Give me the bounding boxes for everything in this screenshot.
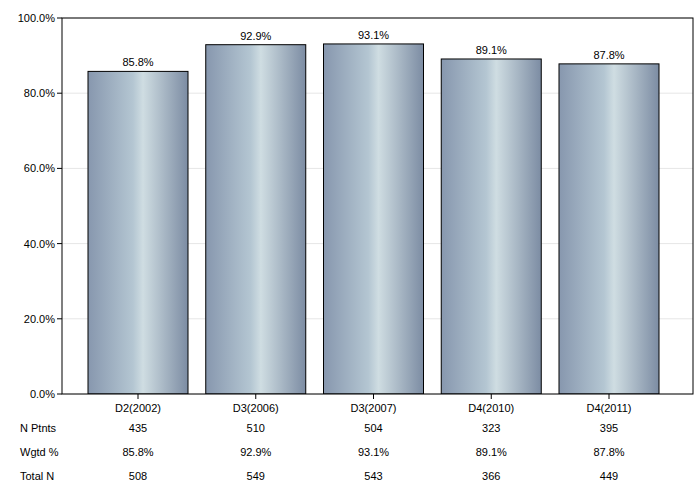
y-tick-label: 100.0% <box>18 12 56 24</box>
table-row-label: Total N <box>20 470 54 482</box>
table-cell: 366 <box>482 470 500 482</box>
x-tick-mark <box>609 394 610 399</box>
bar <box>88 71 188 394</box>
data-label: 87.8% <box>593 49 624 61</box>
table-row-label: N Ptnts <box>20 422 57 434</box>
data-label: 93.1% <box>358 29 389 41</box>
table-cell: 504 <box>364 422 382 434</box>
tick-mark <box>57 243 62 244</box>
x-tick-mark <box>138 394 139 399</box>
x-tick-label: D3(2007) <box>351 402 397 414</box>
table-cell: 89.1% <box>476 446 507 458</box>
table-cell: 85.8% <box>122 446 153 458</box>
table-cell: 87.8% <box>593 446 624 458</box>
bar <box>441 59 541 394</box>
y-tick-label: 60.0% <box>24 162 55 174</box>
x-tick-label: D4(2011) <box>586 402 631 414</box>
table-cell: 435 <box>129 422 147 434</box>
x-tick-label: D2(2002) <box>115 402 161 414</box>
data-label: 89.1% <box>476 44 507 56</box>
bar <box>559 64 659 394</box>
data-label: 85.8% <box>122 56 153 68</box>
x-tick-mark <box>491 394 492 399</box>
tick-mark <box>57 318 62 319</box>
tick-mark <box>57 394 62 395</box>
y-tick-label: 80.0% <box>24 87 55 99</box>
x-tick-mark <box>373 394 374 399</box>
tick-mark <box>57 93 62 94</box>
table-cell: 323 <box>482 422 500 434</box>
table-cell: 543 <box>364 470 382 482</box>
plot-frame <box>62 18 693 394</box>
table-cell: 92.9% <box>240 446 271 458</box>
y-tick-label: 40.0% <box>24 238 55 250</box>
data-label: 92.9% <box>240 30 271 42</box>
chart-container: 0.0% 20.0% 40.0% 60.0% 80.0% 100.0% 85.8% 92.9%… <box>0 0 700 500</box>
x-tick-label: D4(2010) <box>468 402 514 414</box>
table-cell: 93.1% <box>358 446 389 458</box>
tick-mark <box>57 18 62 19</box>
table-cell: 449 <box>600 470 618 482</box>
y-tick-label: 20.0% <box>24 313 55 325</box>
table-cell: 395 <box>600 422 618 434</box>
x-tick-mark <box>255 394 256 399</box>
bar <box>324 44 424 394</box>
table-cell: 510 <box>247 422 265 434</box>
tick-mark <box>57 168 62 169</box>
background <box>0 0 700 500</box>
bars <box>88 44 659 394</box>
bar <box>206 45 306 394</box>
table-row-label: Wgtd % <box>20 446 59 458</box>
table-cell: 549 <box>247 470 265 482</box>
y-tick-label: 0.0% <box>30 388 55 400</box>
x-tick-label: D3(2006) <box>233 402 279 414</box>
table-cell: 508 <box>129 470 147 482</box>
chart-svg: 0.0% 20.0% 40.0% 60.0% 80.0% 100.0% 85.8% 92.9%… <box>0 0 700 500</box>
